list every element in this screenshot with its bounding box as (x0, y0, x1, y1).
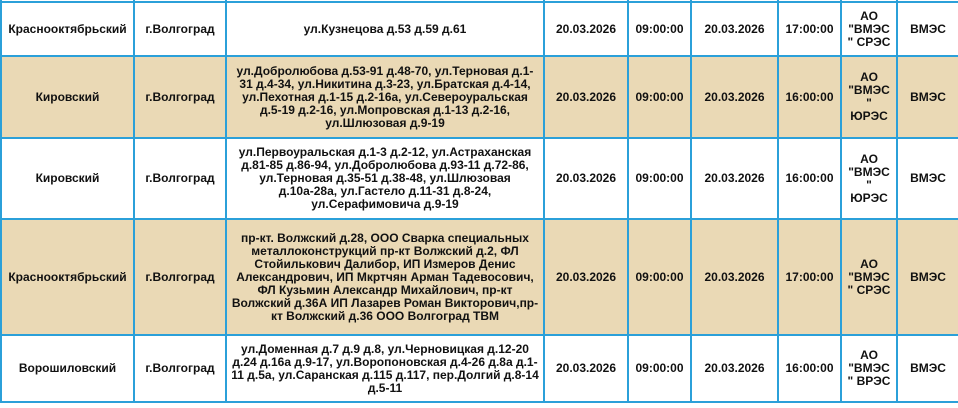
cell-city: г.Волгоград (133, 137, 227, 220)
cell-network: ВМЭС (896, 218, 958, 336)
cell-end-time: 17:00:00 (777, 218, 842, 336)
cell-addresses: ул.Доменная д.7 д.9 д.8, ул.Черновицкая … (225, 334, 545, 403)
cell-network: ВМЭС (896, 55, 958, 139)
cell-end-time: 16:00:00 (777, 55, 842, 139)
cell-end-date: 20.03.2026 (690, 218, 779, 336)
cell-org: АО "ВМЭС" ВРЭС (840, 334, 898, 403)
cell-addresses: пр-кт. Волжский д.28, ООО Сварка специал… (225, 218, 545, 336)
cell-city: г.Волгоград (133, 55, 227, 139)
cell-end-date: 20.03.2026 (690, 55, 779, 139)
cell-addresses: ул.Первоуральская д.1-3 д.2-12, ул.Астра… (225, 137, 545, 220)
cell-end-date: 20.03.2026 (690, 1, 779, 57)
cell-city: г.Волгоград (133, 334, 227, 403)
cell-district: Краснооктябрьский (0, 1, 135, 57)
cell-org: АО "ВМЭС" ЮРЭС (840, 55, 898, 139)
table-row: Кировский г.Волгоград ул.Первоуральская … (0, 137, 958, 220)
cell-district: Ворошиловский (0, 334, 135, 403)
cell-end-time: 16:00:00 (777, 334, 842, 403)
cell-start-time: 09:00:00 (627, 1, 692, 57)
cell-network: ВМЭС (896, 137, 958, 220)
table-row: Краснооктябрьский г.Волгоград пр-кт. Вол… (0, 218, 958, 336)
cell-start-time: 09:00:00 (627, 334, 692, 403)
cell-end-time: 17:00:00 (777, 1, 842, 57)
cell-start-time: 09:00:00 (627, 137, 692, 220)
cell-end-date: 20.03.2026 (690, 137, 779, 220)
cell-start-time: 09:00:00 (627, 55, 692, 139)
table-row: Ворошиловский г.Волгоград ул.Доменная д.… (0, 334, 958, 403)
cell-org: АО "ВМЭС" СРЭС (840, 1, 898, 57)
cell-start-date: 20.03.2026 (543, 137, 629, 220)
cell-end-date: 20.03.2026 (690, 334, 779, 403)
cell-district: Краснооктябрьский (0, 218, 135, 336)
cell-org: АО "ВМЭС" ЮРЭС (840, 137, 898, 220)
cell-city: г.Волгоград (133, 218, 227, 336)
cell-start-date: 20.03.2026 (543, 55, 629, 139)
cell-end-time: 16:00:00 (777, 137, 842, 220)
cell-network: ВМЭС (896, 1, 958, 57)
table-row: Кировский г.Волгоград ул.Добролюбова д.5… (0, 55, 958, 139)
cell-network: ВМЭС (896, 334, 958, 403)
cell-addresses: ул.Кузнецова д.53 д.59 д.61 (225, 1, 545, 57)
cell-org: АО "ВМЭС" СРЭС (840, 218, 898, 336)
cell-start-time: 09:00:00 (627, 218, 692, 336)
cell-start-date: 20.03.2026 (543, 218, 629, 336)
table-row: Краснооктябрьский г.Волгоград ул.Кузнецо… (0, 1, 958, 57)
cell-city: г.Волгоград (133, 1, 227, 57)
cell-start-date: 20.03.2026 (543, 1, 629, 57)
cell-district: Кировский (0, 137, 135, 220)
cell-district: Кировский (0, 55, 135, 139)
cell-start-date: 20.03.2026 (543, 334, 629, 403)
cell-addresses: ул.Добролюбова д.53-91 д.48-70, ул.Терно… (225, 55, 545, 139)
